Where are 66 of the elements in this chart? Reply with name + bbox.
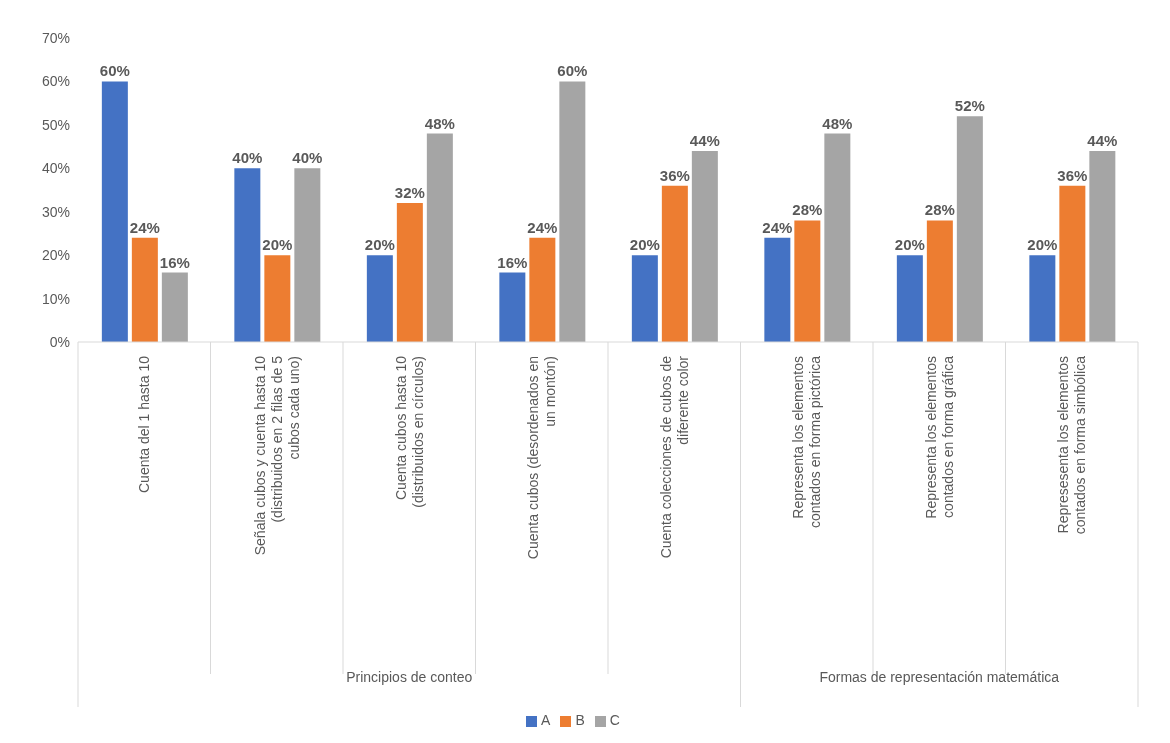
data-label: 20% (1027, 236, 1058, 254)
data-label: 28% (792, 201, 823, 219)
bar (1089, 150, 1116, 342)
data-label: 20% (629, 236, 660, 254)
bar (131, 237, 158, 342)
bar (396, 203, 423, 342)
y-tick-label: 10% (41, 290, 70, 307)
bar (824, 133, 851, 342)
x-tick-label: Señala cubos y cuenta hasta 10 (distribuidos en 2 filas de 5 cubos cada uno) (251, 355, 302, 556)
data-label: 20% (364, 236, 395, 254)
y-tick-label: 50% (41, 116, 70, 133)
bar (896, 255, 923, 342)
bar (764, 237, 791, 342)
bar (234, 168, 261, 342)
x-tick-label: Cuenta cubos hasta 10 (distribuidos en círculos) (392, 355, 426, 508)
data-label: 20% (262, 236, 293, 254)
data-label: 24% (527, 218, 558, 236)
data-label: 60% (557, 62, 588, 80)
y-tick-label: 30% (41, 203, 70, 220)
data-label: 16% (497, 253, 528, 271)
bar (426, 133, 453, 342)
text: Formas de representación matemática (819, 669, 1060, 685)
bar (1059, 185, 1086, 342)
data-label: 40% (292, 149, 323, 167)
data-label: 36% (659, 166, 690, 184)
x-tick-label: Cuenta del 1 hasta 10 (136, 355, 153, 493)
data-label: 48% (822, 114, 853, 132)
x-tick-label: Cuenta colecciones de cubos de diferente color (657, 355, 691, 559)
bar (264, 255, 291, 342)
bar (529, 237, 556, 342)
data-label: 48% (424, 114, 455, 132)
text: Principios de conteo (346, 669, 473, 685)
y-tick-label: 70% (41, 29, 70, 46)
data-label: 44% (689, 131, 720, 149)
x-tick-label: Cuenta cubos (desordenados en un montón) (525, 356, 559, 560)
data-label: 28% (924, 201, 955, 219)
data-label: 24% (129, 218, 160, 236)
bar (559, 81, 586, 342)
data-label: 40% (232, 149, 263, 167)
data-label: 20% (894, 236, 925, 254)
data-label: 32% (394, 184, 425, 202)
bar (691, 150, 718, 342)
bar (101, 81, 128, 342)
bar (794, 220, 821, 342)
bar (661, 185, 688, 342)
data-label: 36% (1057, 166, 1088, 184)
data-label: 24% (762, 218, 793, 236)
bar (161, 272, 188, 342)
y-tick-label: 0% (49, 333, 70, 350)
data-label: 52% (954, 97, 985, 115)
bar (631, 255, 658, 342)
bar (1029, 255, 1056, 342)
bar (366, 255, 393, 342)
bar (294, 168, 321, 342)
data-label: 44% (1087, 131, 1118, 149)
y-tick-label: 20% (41, 247, 70, 264)
bar (499, 272, 526, 342)
bar (926, 220, 953, 342)
legend-label: C (609, 712, 620, 728)
y-tick-label: 40% (41, 160, 70, 177)
y-tick-label: 60% (41, 73, 70, 90)
data-label: 60% (99, 62, 130, 80)
data-label: 16% (159, 253, 190, 271)
bar (956, 116, 983, 342)
legend-label: A (541, 712, 551, 728)
legend-label: B (575, 712, 585, 728)
